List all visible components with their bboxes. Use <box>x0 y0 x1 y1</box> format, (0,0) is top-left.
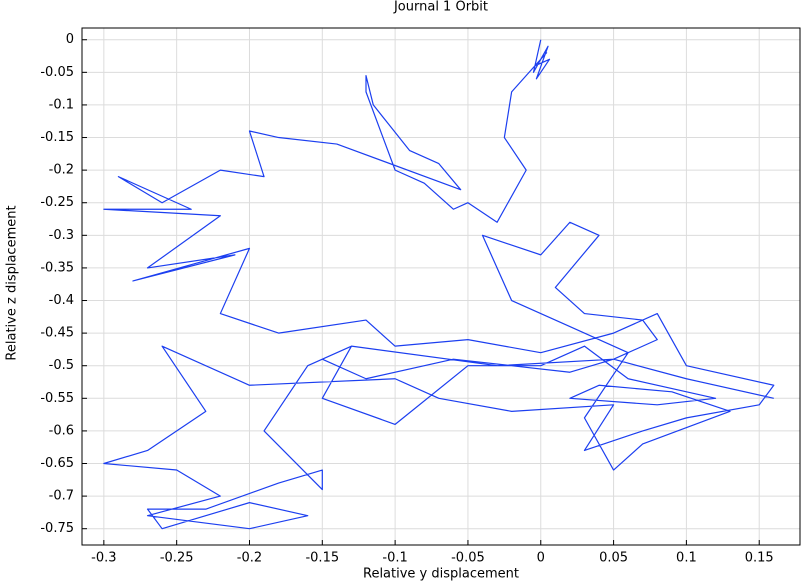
y-tick-label: -0.45 <box>40 326 74 341</box>
x-tick-label: -0.3 <box>91 551 116 566</box>
y-tick-label: -0.6 <box>49 423 74 438</box>
y-tick-label: -0.65 <box>40 456 74 471</box>
y-tick-label: -0.5 <box>49 358 74 373</box>
y-tick-label: -0.4 <box>49 293 74 308</box>
y-tick-label: -0.15 <box>40 130 74 145</box>
y-tick-label: -0.1 <box>49 97 74 112</box>
y-tick-label: -0.2 <box>49 163 74 178</box>
y-tick-label: -0.3 <box>49 228 74 243</box>
y-tick-label: -0.05 <box>40 65 74 80</box>
y-tick-label: -0.7 <box>49 489 74 504</box>
x-axis-label: Relative y displacement <box>363 567 519 582</box>
y-tick-label: 0 <box>66 32 74 47</box>
y-tick-label: -0.75 <box>40 521 74 536</box>
x-tick-label: 0.1 <box>676 551 697 566</box>
y-tick-label: -0.55 <box>40 391 74 406</box>
x-tick-label: -0.1 <box>382 551 407 566</box>
y-tick-label: -0.25 <box>40 195 74 210</box>
y-axis-label: Relative z displacement <box>5 205 20 360</box>
x-tick-label: -0.05 <box>451 551 485 566</box>
orbit-line <box>103 39 775 530</box>
x-tick-label: -0.2 <box>237 551 262 566</box>
x-tick-label: 0.15 <box>745 551 774 566</box>
x-tick-label: 0 <box>537 551 545 566</box>
x-tick-label: -0.25 <box>160 551 194 566</box>
y-tick-label: -0.35 <box>40 260 74 275</box>
plot-frame <box>81 27 801 546</box>
x-tick-label: 0.05 <box>599 551 628 566</box>
x-tick-label: -0.15 <box>305 551 339 566</box>
chart-title: Journal 1 Orbit <box>393 0 488 15</box>
